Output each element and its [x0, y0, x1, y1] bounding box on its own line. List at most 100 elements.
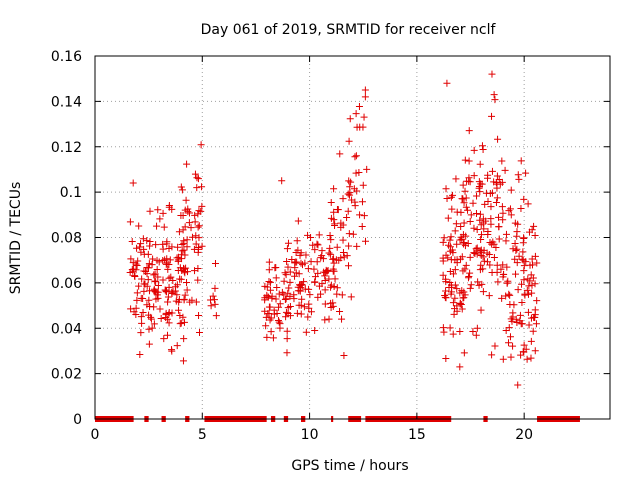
- data-point: [456, 236, 464, 244]
- data-point: [302, 251, 310, 259]
- data-point: [276, 324, 284, 332]
- data-point: [488, 167, 496, 175]
- data-point: [356, 211, 364, 219]
- data-point: [473, 192, 481, 200]
- data-point: [507, 211, 515, 219]
- data-point: [128, 238, 136, 246]
- data-point: [448, 283, 456, 291]
- data-point: [484, 171, 492, 179]
- data-point: [456, 363, 464, 371]
- data-point: [524, 200, 532, 208]
- data-point: [133, 262, 141, 270]
- data-point: [126, 218, 134, 226]
- data-point: [191, 267, 199, 275]
- data-point: [502, 326, 510, 334]
- data-point: [195, 234, 203, 242]
- data-point: [306, 291, 314, 299]
- data-point: [473, 226, 481, 234]
- data-point: [446, 236, 454, 244]
- data-point: [453, 240, 461, 248]
- data-point: [527, 354, 535, 362]
- data-point: [483, 249, 491, 257]
- data-point: [347, 178, 355, 186]
- data-point: [333, 243, 341, 251]
- data-point: [286, 278, 294, 286]
- data-point: [154, 281, 162, 289]
- data-point: [463, 177, 471, 185]
- data-point: [140, 287, 148, 295]
- data-point: [193, 184, 201, 192]
- data-point: [283, 245, 291, 253]
- data-point: [211, 259, 219, 267]
- data-point: [497, 265, 505, 273]
- data-point: [165, 245, 173, 253]
- data-point: [159, 245, 167, 253]
- data-point: [290, 295, 298, 303]
- data-point: [443, 79, 451, 87]
- data-point: [339, 195, 347, 203]
- data-point: [449, 191, 457, 199]
- data-point: [182, 264, 190, 272]
- data-point: [174, 256, 182, 264]
- data-point: [283, 349, 291, 357]
- data-point: [516, 311, 524, 319]
- data-point: [211, 300, 219, 308]
- data-point: [177, 183, 185, 191]
- data-point: [330, 267, 338, 275]
- data-point: [169, 277, 177, 285]
- data-point: [459, 181, 467, 189]
- data-point: [478, 142, 486, 150]
- data-point: [133, 289, 141, 297]
- data-point: [476, 188, 484, 196]
- data-point: [524, 308, 532, 316]
- data-point: [466, 269, 474, 277]
- data-point: [315, 231, 323, 239]
- data-point: [268, 294, 276, 302]
- data-point: [195, 312, 203, 320]
- data-point: [177, 275, 185, 283]
- data-point: [519, 248, 527, 256]
- data-point: [442, 185, 450, 193]
- data-point: [139, 235, 147, 243]
- data-point: [197, 207, 205, 215]
- data-point: [273, 310, 281, 318]
- data-point: [361, 237, 369, 245]
- y-tick-label: 0.06: [51, 276, 82, 292]
- data-point: [140, 280, 148, 288]
- data-point: [327, 281, 335, 289]
- data-point: [211, 284, 219, 292]
- data-point: [477, 235, 485, 243]
- data-point: [209, 292, 217, 300]
- data-point: [530, 313, 538, 321]
- data-point: [145, 340, 153, 348]
- data-point: [499, 216, 507, 224]
- data-point: [325, 249, 333, 257]
- data-point: [163, 259, 171, 267]
- data-point: [523, 286, 531, 294]
- data-point: [153, 265, 161, 273]
- data-point: [192, 298, 200, 306]
- data-point: [477, 231, 485, 239]
- data-point: [325, 275, 333, 283]
- data-point: [492, 199, 500, 207]
- data-point: [359, 181, 367, 189]
- data-point: [318, 280, 326, 288]
- data-point: [297, 249, 305, 257]
- data-point: [164, 293, 172, 301]
- data-point: [198, 242, 206, 250]
- data-point: [343, 252, 351, 260]
- data-point: [358, 222, 366, 230]
- data-point: [133, 244, 141, 252]
- data-point: [530, 222, 538, 230]
- data-point: [462, 203, 470, 211]
- data-point: [439, 271, 447, 279]
- data-point: [266, 286, 274, 294]
- data-point: [266, 278, 274, 286]
- data-point: [490, 253, 498, 261]
- data-point: [461, 265, 469, 273]
- data-point: [145, 325, 153, 333]
- data-point: [314, 293, 322, 301]
- data-point: [311, 278, 319, 286]
- data-point: [501, 166, 509, 174]
- data-point: [137, 294, 145, 302]
